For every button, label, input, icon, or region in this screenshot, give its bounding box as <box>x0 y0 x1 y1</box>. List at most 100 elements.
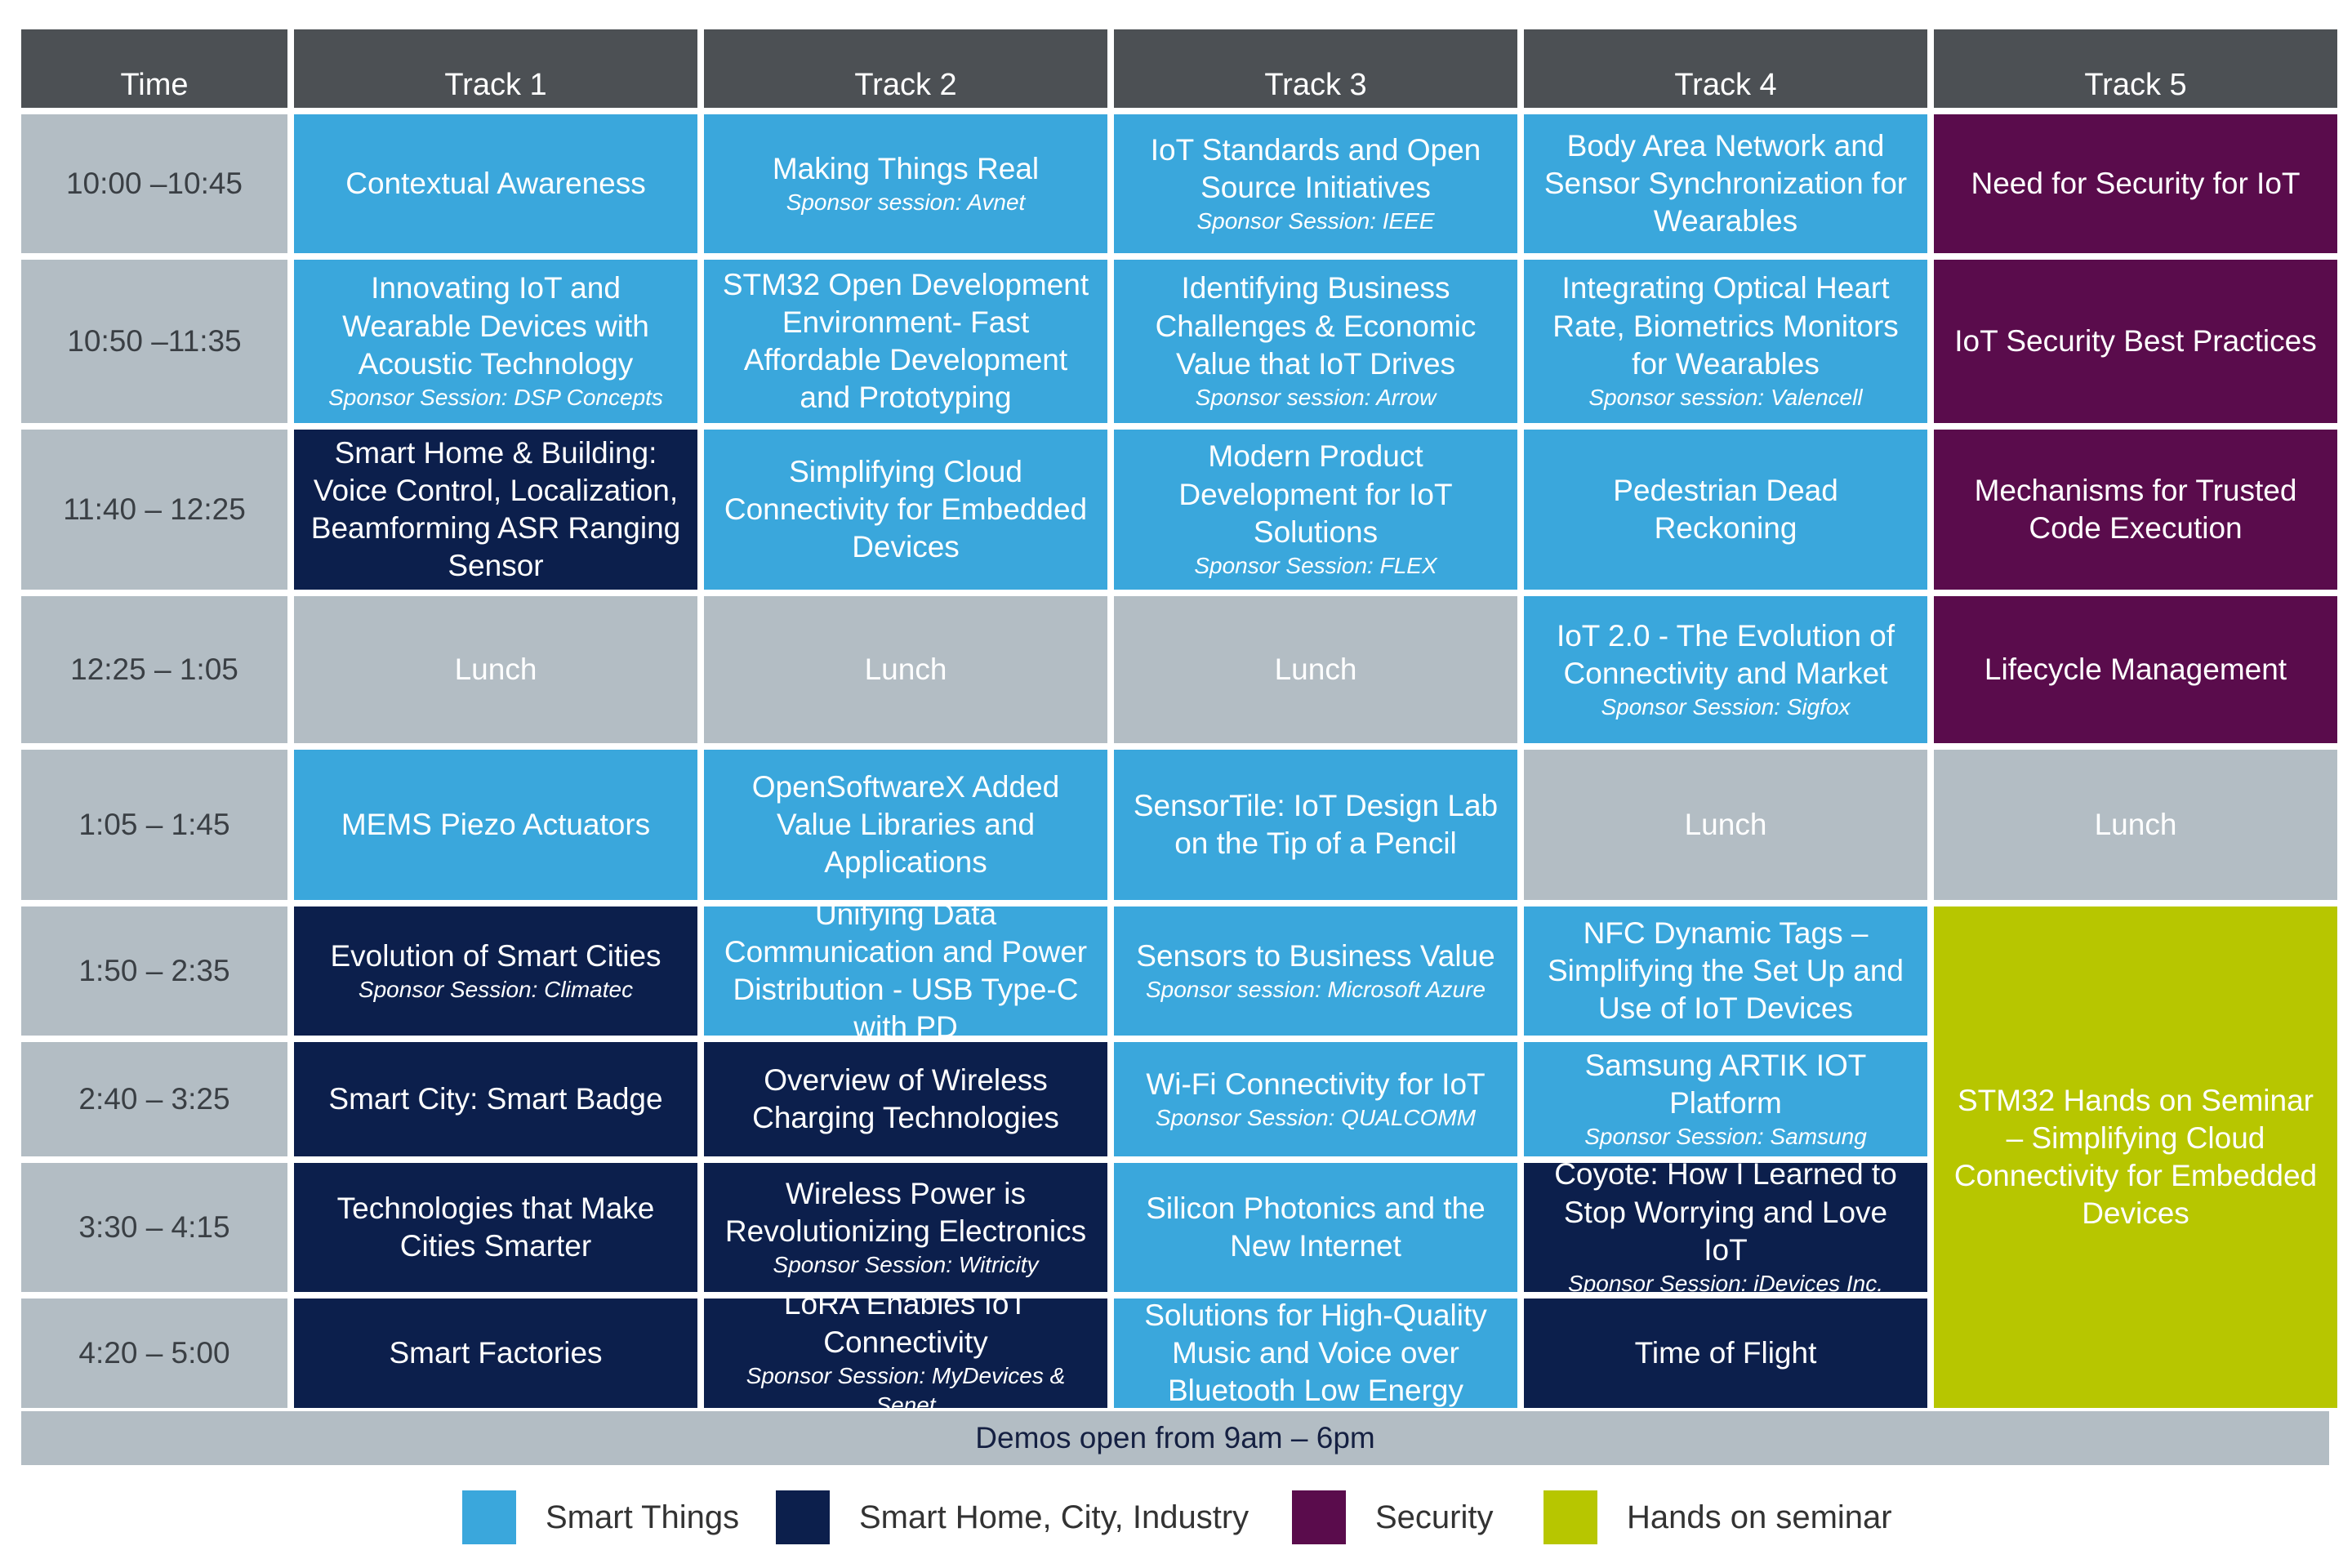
session-cell: Silicon Photonics and the New Internet <box>1114 1163 1517 1292</box>
time-slot: 12:25 – 1:05 <box>21 596 287 743</box>
session-title: Solutions for High-Quality Music and Voi… <box>1144 1298 1487 1408</box>
track-header: Track 3 <box>1114 29 1517 108</box>
session-cell: Making Things Real Sponsor session: Avnet <box>704 114 1107 253</box>
sponsor-note: Sponsor Session: QUALCOMM <box>1155 1104 1477 1130</box>
legend-swatch <box>776 1490 830 1544</box>
lunch-cell: Lunch <box>1524 750 1927 900</box>
legend-swatch <box>462 1490 516 1544</box>
session-title: Technologies that Make Cities Smarter <box>336 1191 655 1263</box>
session-title: STM32 Open Development Environment- Fast… <box>722 267 1089 415</box>
legend-item: Security <box>1292 1488 1494 1547</box>
sponsor-note: Sponsor Session: DSP Concepts <box>328 385 663 411</box>
session-cell: Time of Flight <box>1524 1298 1927 1408</box>
session-cell: Innovating IoT and Wearable Devices with… <box>294 260 697 423</box>
session-cell: LoRA Enables IoT Connectivity Sponsor Ses… <box>704 1298 1107 1408</box>
session-cell: Sensors to Business Value Sponsor session… <box>1114 906 1517 1036</box>
session-title: Pedestrian Dead Reckoning <box>1613 473 1838 545</box>
session-title: Mechanisms for Trusted Code Execution <box>1974 473 2297 545</box>
time-slot: 2:40 – 3:25 <box>21 1042 287 1156</box>
session-title: Smart Home & Building: Voice Control, Lo… <box>310 435 681 583</box>
session-cell: Evolution of Smart Cities Sponsor Session… <box>294 906 697 1036</box>
session-title: Modern Product Development for IoT Solut… <box>1178 439 1453 549</box>
session-cell: STM32 Open Development Environment- Fast… <box>704 260 1107 423</box>
session-title: Overview of Wireless Charging Technologi… <box>752 1062 1059 1134</box>
session-cell: Coyote: How I Learned to Stop Worrying a… <box>1524 1163 1927 1292</box>
session-title: Making Things Real <box>772 151 1040 185</box>
session-title: Lunch <box>2094 807 2177 841</box>
session-title: Evolution of Smart Cities <box>330 938 662 973</box>
session-cell: IoT Security Best Practices <box>1934 260 2337 423</box>
session-cell: Smart Home & Building: Voice Control, Lo… <box>294 430 697 590</box>
sponsor-note: Sponsor Session: IEEE <box>1196 208 1435 234</box>
demos-banner: Demos open from 9am – 6pm <box>21 1411 2329 1465</box>
session-cell: Integrating Optical Heart Rate, Biometri… <box>1524 260 1927 423</box>
sponsor-note: Sponsor session: Microsoft Azure <box>1145 976 1486 1002</box>
session-title: Lunch <box>454 652 537 686</box>
session-title: Contextual Awareness <box>345 166 646 200</box>
sponsor-note: Sponsor Session: iDevices Inc. <box>1568 1271 1883 1292</box>
track-header: Track 5 <box>1934 29 2337 108</box>
session-title: OpenSoftwareX Added Value Libraries and … <box>751 769 1060 880</box>
session-title: IoT Security Best Practices <box>1954 323 2317 358</box>
session-title: Unifying Data Communication and Power Di… <box>724 906 1088 1036</box>
time-column-header: Time <box>21 29 287 108</box>
lunch-cell: Lunch <box>704 596 1107 743</box>
legend-label: Smart Home, City, Industry <box>859 1499 1250 1535</box>
sponsor-note: Sponsor Session: MyDevices & Senet <box>746 1362 1066 1408</box>
session-title: Need for Security for IoT <box>1971 166 2301 200</box>
session-cell: Pedestrian Dead Reckoning <box>1524 430 1927 590</box>
session-title: Simplifying Cloud Connectivity for Embed… <box>724 454 1088 564</box>
session-cell: Smart Factories <box>294 1298 697 1408</box>
lunch-cell: Lunch <box>1934 750 2337 900</box>
session-title: STM32 Hands on Seminar – Simplifying Clo… <box>1953 1083 2318 1231</box>
legend-swatch <box>1544 1490 1597 1544</box>
legend-swatch <box>1292 1490 1346 1544</box>
session-title: MEMS Piezo Actuators <box>341 807 651 841</box>
session-cell: Wireless Power is Revolutionizing Electr… <box>704 1163 1107 1292</box>
session-title: Wireless Power is Revolutionizing Electr… <box>724 1176 1087 1248</box>
session-title: Lifecycle Management <box>1984 652 2287 686</box>
session-cell: Identifying Business Challenges & Econom… <box>1114 260 1517 423</box>
session-cell: STM32 Hands on Seminar – Simplifying Clo… <box>1934 906 2337 1408</box>
session-cell: IoT 2.0 - The Evolution of Connectivity … <box>1524 596 1927 743</box>
time-slot: 4:20 – 5:00 <box>21 1298 287 1408</box>
session-title: IoT Standards and Open Source Initiative… <box>1150 132 1481 204</box>
legend-item: Smart Home, City, Industry <box>776 1488 1249 1547</box>
session-title: LoRA Enables IoT Connectivity <box>783 1298 1028 1359</box>
session-cell: Unifying Data Communication and Power Di… <box>704 906 1107 1036</box>
lunch-cell: Lunch <box>1114 596 1517 743</box>
session-title: Lunch <box>1274 652 1357 686</box>
sponsor-note: Sponsor session: Valencell <box>1588 385 1863 411</box>
track-header: Track 2 <box>704 29 1107 108</box>
time-slot: 10:00 –10:45 <box>21 114 287 253</box>
time-slot: 1:50 – 2:35 <box>21 906 287 1036</box>
legend-label: Hands on seminar <box>1627 1499 1892 1535</box>
sponsor-note: Sponsor session: Arrow <box>1195 385 1437 411</box>
session-title: Smart Factories <box>389 1335 603 1370</box>
session-title: Silicon Photonics and the New Internet <box>1146 1191 1486 1263</box>
sponsor-note: Sponsor Session: FLEX <box>1194 553 1437 579</box>
session-cell: Body Area Network and Sensor Synchroniza… <box>1524 114 1927 253</box>
sponsor-note: Sponsor session: Avnet <box>786 189 1026 215</box>
time-slot: 11:40 – 12:25 <box>21 430 287 590</box>
sponsor-note: Sponsor Session: Climatec <box>358 976 634 1002</box>
session-title: NFC Dynamic Tags – Simplifying the Set U… <box>1547 915 1904 1026</box>
session-cell: NFC Dynamic Tags – Simplifying the Set U… <box>1524 906 1927 1036</box>
session-title: Identifying Business Challenges & Econom… <box>1155 271 1477 381</box>
session-title: Innovating IoT and Wearable Devices with… <box>342 271 649 381</box>
session-cell: Modern Product Development for IoT Solut… <box>1114 430 1517 590</box>
session-cell: Wi-Fi Connectivity for IoT Sponsor Sessio… <box>1114 1042 1517 1156</box>
session-cell: Lifecycle Management <box>1934 596 2337 743</box>
time-slot: 3:30 – 4:15 <box>21 1163 287 1292</box>
legend-item: Smart Things <box>462 1488 739 1547</box>
session-cell: Contextual Awareness <box>294 114 697 253</box>
sponsor-note: Sponsor Session: Witricity <box>773 1252 1039 1278</box>
session-title: IoT 2.0 - The Evolution of Connectivity … <box>1556 618 1895 690</box>
track-header: Track 4 <box>1524 29 1927 108</box>
lunch-cell: Lunch <box>294 596 697 743</box>
session-cell: SensorTile: IoT Design Lab on the Tip of… <box>1114 750 1517 900</box>
session-cell: Smart City: Smart Badge <box>294 1042 697 1156</box>
session-cell: Need for Security for IoT <box>1934 114 2337 253</box>
session-title: Body Area Network and Sensor Synchroniza… <box>1544 128 1908 238</box>
session-cell: Samsung ARTIK IOT Platform Sponsor Sessio… <box>1524 1042 1927 1156</box>
